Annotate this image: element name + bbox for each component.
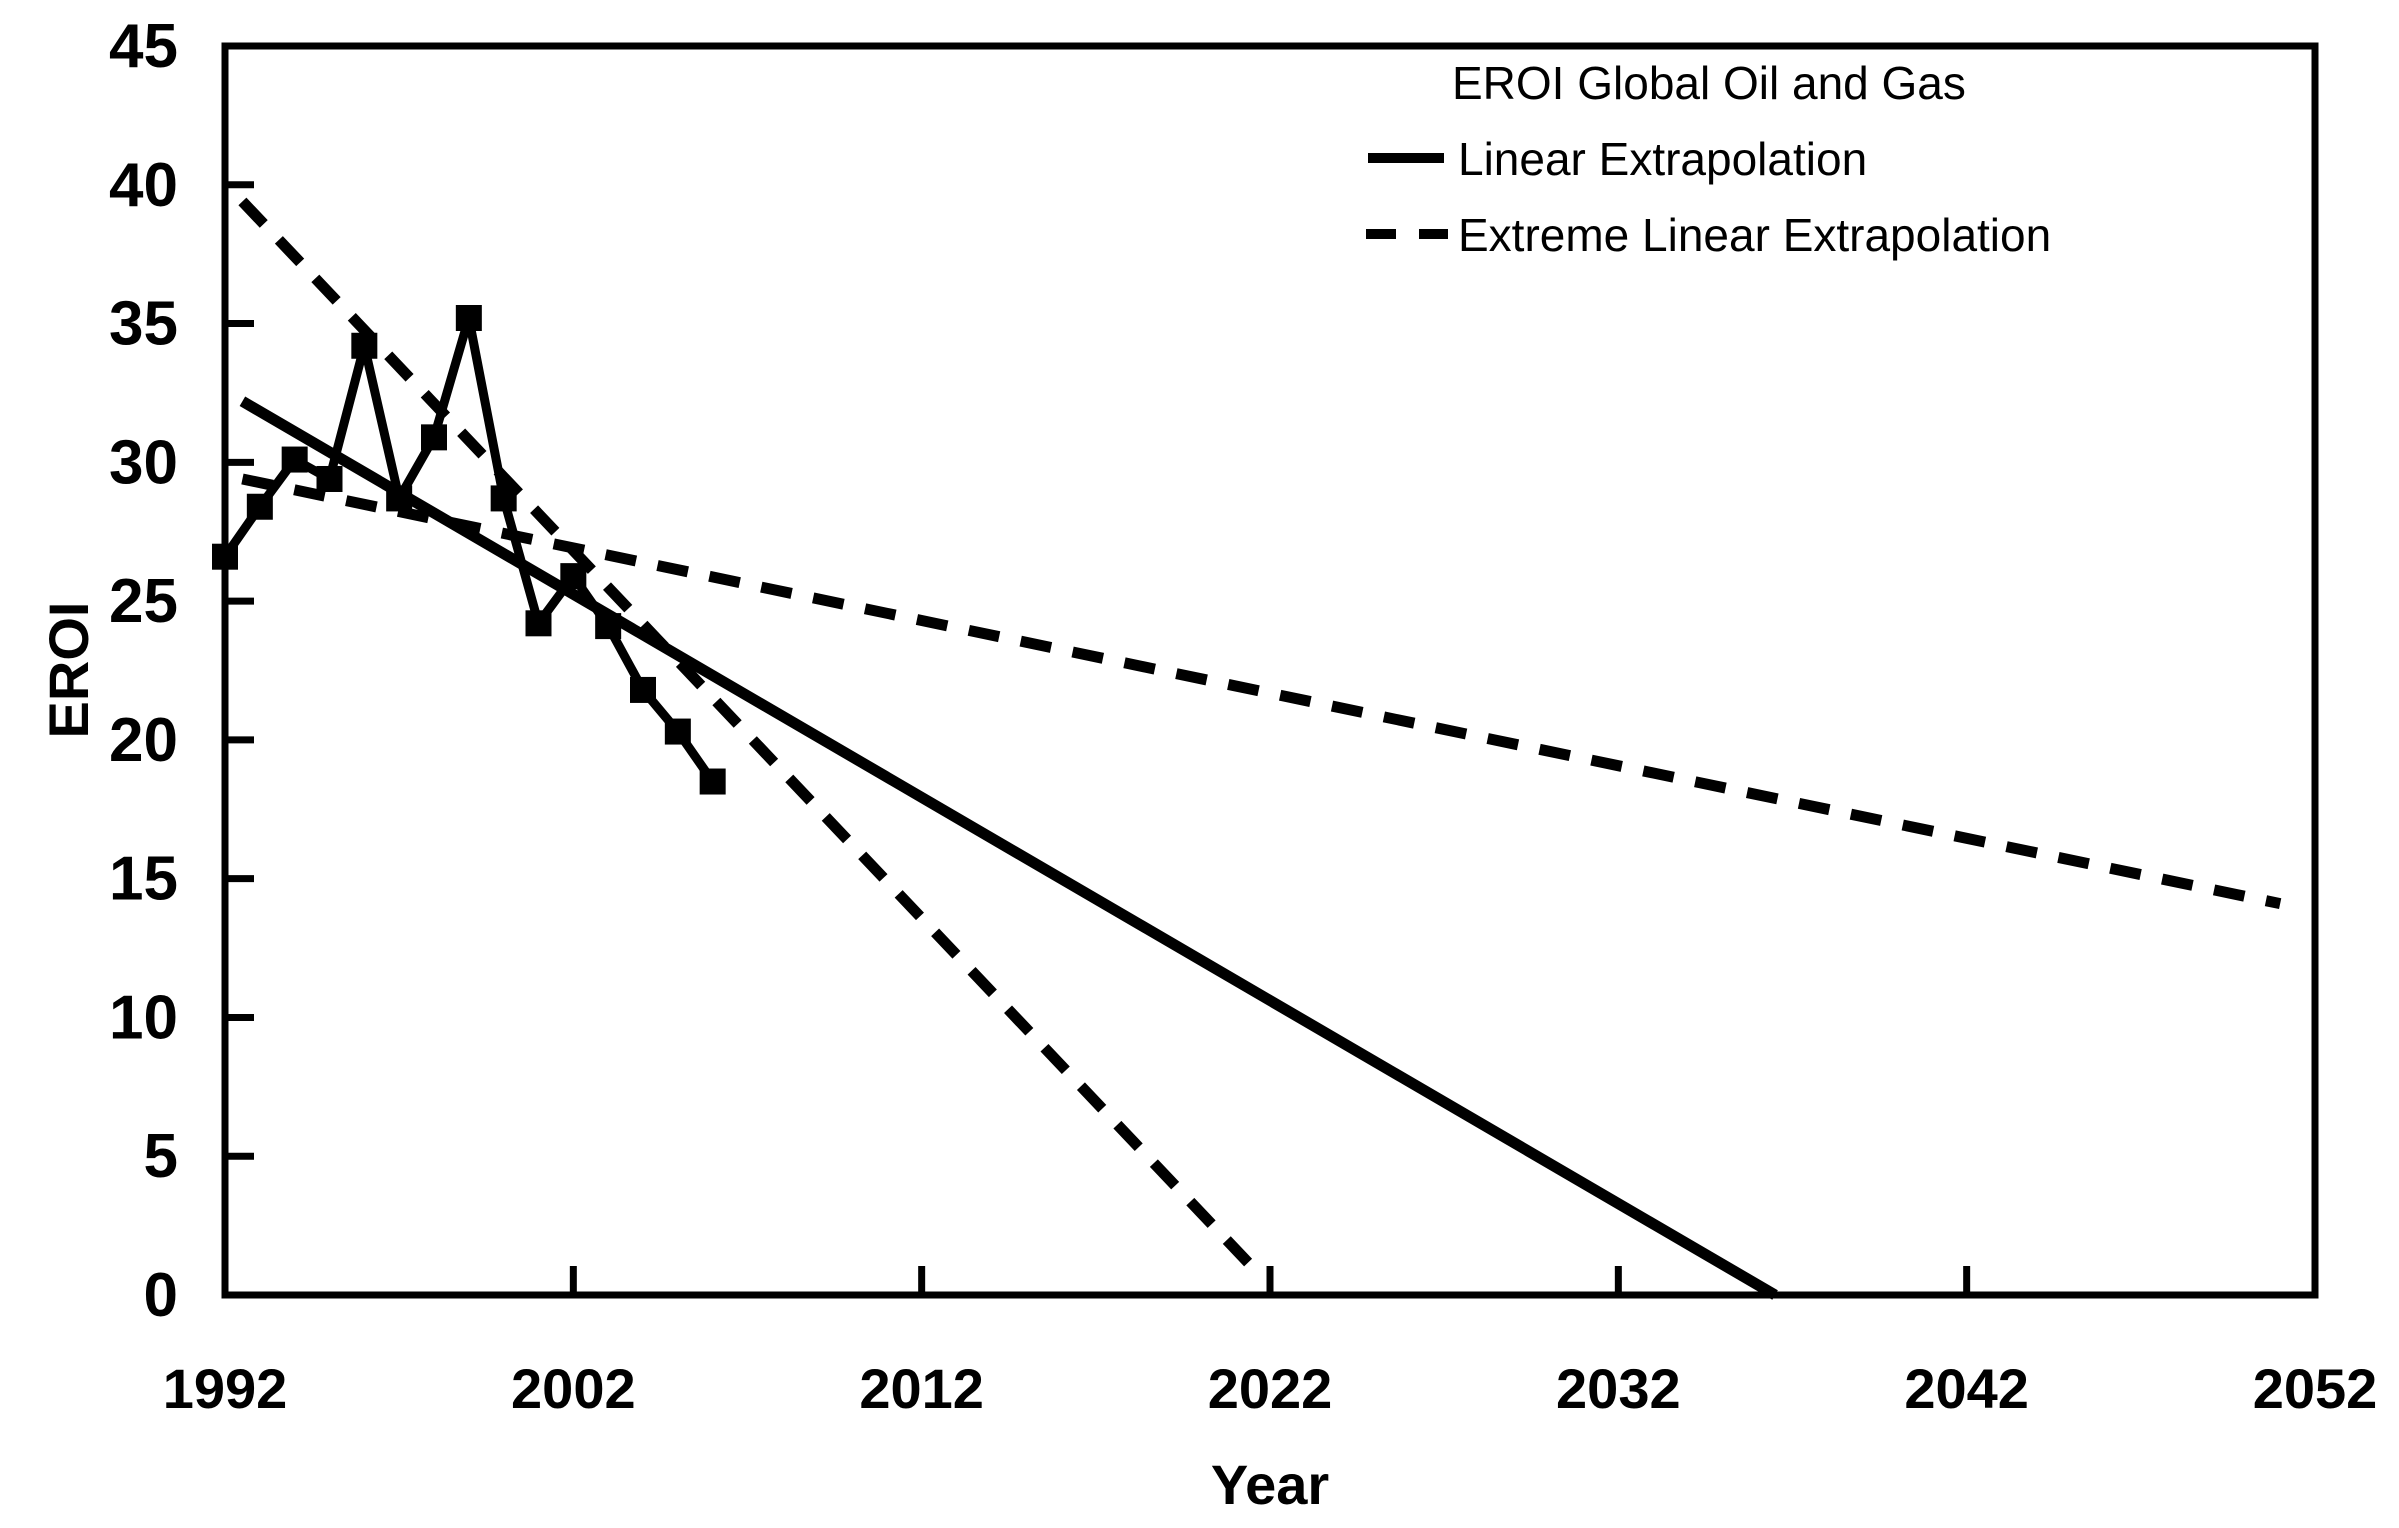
y-tick-label: 45 <box>109 12 178 81</box>
linear-extrapolation-line <box>239 396 1778 1300</box>
legend-label-extreme-extrapolation: Extreme Linear Extrapolation <box>1458 209 2051 261</box>
y-tick-label: 5 <box>144 1122 178 1191</box>
y-tick-label: 20 <box>109 706 178 775</box>
y-tick-label: 25 <box>109 567 178 636</box>
data-point-square-marker <box>630 676 656 703</box>
y-tick-label: 35 <box>109 290 178 359</box>
x-tick-label: 2012 <box>859 1357 984 1420</box>
data-point-square-marker <box>595 613 622 640</box>
x-axis-ticks: 1992 2002 2012 2022 2032 2042 2052 <box>163 1266 2378 1420</box>
x-tick-label: 2022 <box>1208 1357 1333 1420</box>
y-axis-title: EROI <box>37 602 100 739</box>
legend-label-eroi-series: EROI Global Oil and Gas <box>1452 57 1966 109</box>
x-axis-title: Year <box>1211 1453 1329 1516</box>
x-tick-label: 2042 <box>1904 1357 2029 1420</box>
data-point-square-marker <box>386 485 413 512</box>
x-tick-label: 1992 <box>163 1357 288 1420</box>
legend-label-linear-extrapolation: Linear Extrapolation <box>1458 133 1867 185</box>
extreme-extrapolation-line <box>238 197 1268 1283</box>
data-point-square-marker <box>699 768 726 795</box>
extreme-extrapolation-line <box>241 473 2282 910</box>
y-tick-label: 0 <box>144 1261 178 1330</box>
data-point-square-marker <box>455 305 482 332</box>
eroi-data-line <box>221 313 717 785</box>
data-series-layer <box>212 197 2282 1300</box>
y-tick-label: 10 <box>109 983 178 1052</box>
data-point-square-marker <box>351 332 378 359</box>
y-tick-label: 30 <box>109 428 178 497</box>
y-tick-label: 15 <box>109 845 178 914</box>
y-axis-ticks: 0 5 10 15 20 25 30 35 40 45 <box>109 12 254 1330</box>
x-tick-label: 2032 <box>1556 1357 1681 1420</box>
y-tick-label: 40 <box>109 151 178 220</box>
data-point-square-marker <box>212 543 238 570</box>
x-tick-label: 2002 <box>511 1357 636 1420</box>
data-point-square-marker <box>664 718 691 745</box>
data-point-square-marker <box>281 446 308 473</box>
legend: EROI Global Oil and Gas Linear Extrapola… <box>1366 57 2051 261</box>
data-point-square-marker <box>490 485 517 512</box>
data-point-square-marker <box>525 610 552 637</box>
data-point-square-marker <box>560 563 587 590</box>
data-point-square-marker <box>421 424 447 451</box>
data-point-square-marker <box>316 465 343 492</box>
data-point-square-marker <box>246 493 273 520</box>
x-tick-label: 2052 <box>2253 1357 2378 1420</box>
